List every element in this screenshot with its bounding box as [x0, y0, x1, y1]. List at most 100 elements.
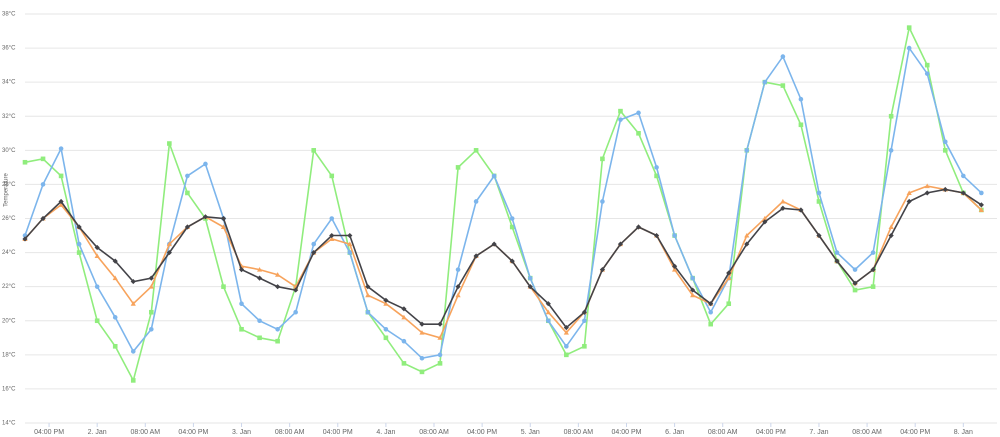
- marker: [600, 156, 605, 162]
- marker: [185, 173, 190, 179]
- marker: [22, 159, 28, 165]
- marker: [455, 292, 461, 298]
- marker: [256, 267, 263, 272]
- marker: [708, 309, 713, 315]
- marker: [148, 275, 154, 281]
- marker: [437, 352, 443, 358]
- marker: [798, 122, 804, 128]
- x-tick-label: 04:00 PM: [900, 429, 930, 436]
- marker: [220, 215, 227, 222]
- marker: [149, 309, 154, 315]
- marker: [816, 199, 822, 204]
- marker: [564, 344, 569, 349]
- marker: [202, 214, 209, 220]
- marker: [383, 301, 389, 306]
- marker: [275, 272, 281, 277]
- marker: [257, 335, 262, 341]
- marker: [401, 338, 407, 344]
- marker: [924, 183, 930, 189]
- marker: [744, 232, 750, 238]
- marker: [924, 71, 930, 76]
- marker: [726, 270, 732, 276]
- marker: [527, 275, 533, 281]
- marker: [167, 141, 172, 146]
- marker: [654, 165, 659, 170]
- marker: [654, 173, 659, 179]
- marker: [419, 369, 425, 375]
- x-tick-label: 04:00 PM: [323, 429, 353, 436]
- y-tick-label: 30°C: [2, 148, 16, 154]
- marker: [690, 287, 696, 293]
- marker: [870, 250, 876, 255]
- marker: [473, 253, 479, 259]
- marker: [455, 165, 461, 170]
- marker: [672, 233, 677, 238]
- x-tick-label: 04:00 PM: [467, 429, 497, 436]
- marker: [347, 250, 353, 255]
- marker: [762, 79, 768, 85]
- marker: [130, 278, 136, 285]
- marker: [509, 258, 515, 264]
- marker: [221, 284, 226, 289]
- marker: [401, 361, 407, 366]
- marker: [636, 110, 641, 116]
- marker: [942, 139, 948, 145]
- marker: [978, 202, 984, 208]
- marker: [744, 241, 750, 247]
- marker: [130, 301, 136, 306]
- x-tick-label: 04:00 PM: [612, 429, 642, 436]
- marker: [798, 96, 804, 102]
- marker: [816, 232, 822, 239]
- marker: [329, 232, 335, 239]
- marker: [257, 318, 262, 324]
- marker: [726, 301, 732, 307]
- marker: [401, 314, 407, 320]
- marker: [762, 215, 768, 221]
- marker: [924, 190, 930, 196]
- marker: [185, 190, 190, 196]
- x-tick-label: 08:00 AM: [275, 429, 305, 436]
- marker: [690, 292, 696, 298]
- marker: [744, 148, 750, 153]
- y-tick-label: 20°C: [2, 318, 16, 324]
- y-tick-label: 18°C: [2, 352, 16, 358]
- marker: [76, 241, 82, 247]
- marker: [527, 284, 533, 290]
- marker: [40, 182, 46, 187]
- marker: [455, 267, 461, 272]
- x-tick-label: 7. Jan: [809, 429, 828, 436]
- marker: [888, 224, 894, 230]
- marker: [617, 241, 624, 247]
- marker: [978, 207, 984, 212]
- marker: [834, 250, 840, 255]
- y-axis-label: Temperature: [4, 172, 10, 206]
- marker: [401, 306, 407, 312]
- marker: [329, 216, 335, 221]
- series-line: [24, 188, 982, 329]
- marker: [545, 309, 551, 315]
- marker: [419, 355, 425, 361]
- marker: [40, 215, 46, 222]
- x-tick-label: 08:00 AM: [852, 429, 882, 436]
- marker: [618, 117, 623, 122]
- marker: [293, 287, 299, 293]
- marker: [419, 321, 425, 327]
- marker: [618, 108, 623, 114]
- marker: [545, 301, 551, 307]
- marker: [437, 321, 443, 327]
- marker: [94, 284, 100, 289]
- marker: [852, 280, 858, 286]
- marker: [40, 156, 46, 162]
- marker: [599, 267, 606, 273]
- marker: [419, 330, 425, 335]
- marker: [112, 315, 118, 320]
- marker: [311, 241, 317, 247]
- marker: [834, 258, 840, 264]
- marker: [780, 54, 786, 59]
- y-tick-label: 34°C: [2, 80, 16, 86]
- marker: [509, 216, 515, 221]
- y-tick-label: 22°C: [2, 284, 16, 290]
- marker: [888, 113, 894, 119]
- marker: [437, 335, 443, 340]
- y-tick-label: 38°C: [2, 12, 16, 18]
